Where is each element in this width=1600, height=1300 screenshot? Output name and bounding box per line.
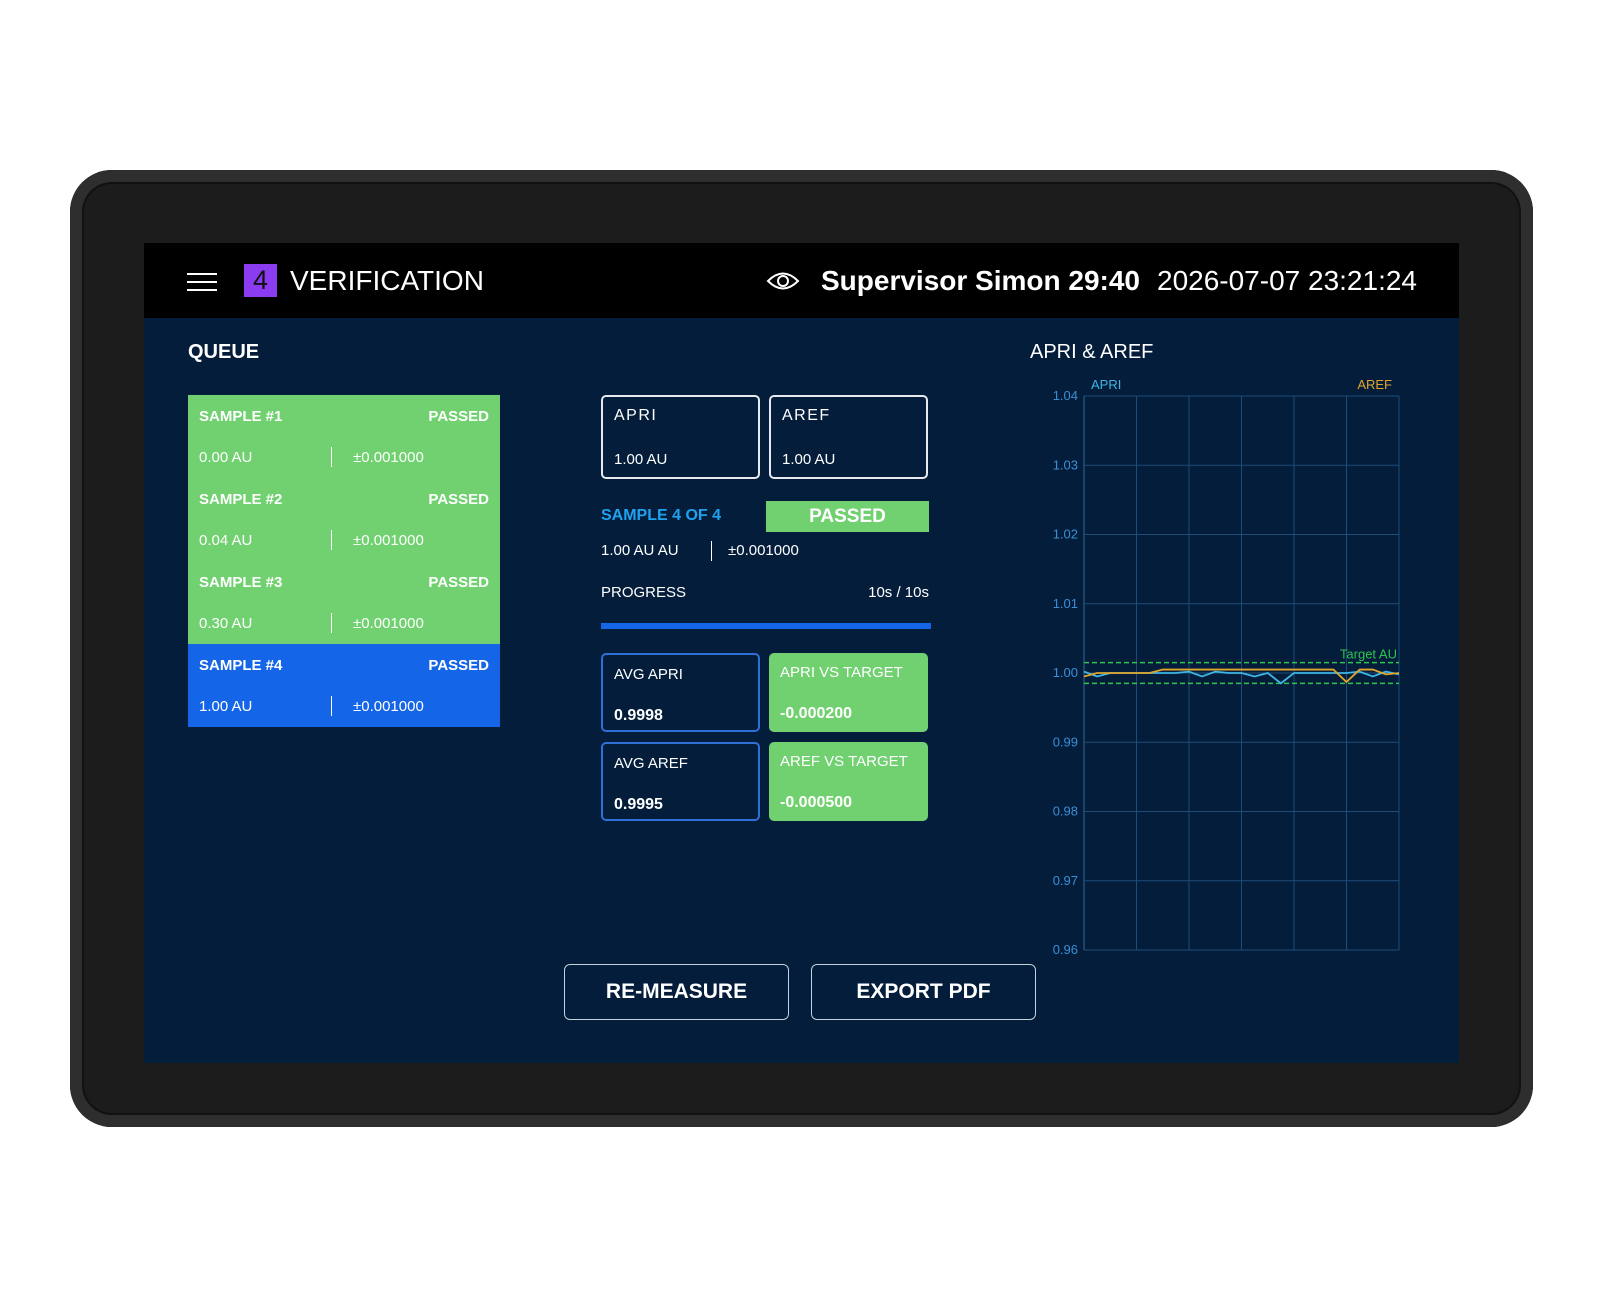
reading-card: AREF 1.00 AU <box>769 395 928 479</box>
stat-card: AVG AREF 0.9995 <box>601 742 760 821</box>
sample-tolerance: ±0.001000 <box>353 532 424 549</box>
sample-name: SAMPLE #3 <box>199 574 283 591</box>
y-tick-label: 0.96 <box>1053 942 1078 957</box>
stat-value: 0.9995 <box>614 796 663 813</box>
series-line <box>1083 668 1400 684</box>
stat-label: AREF VS TARGET <box>780 753 908 770</box>
screen: 4 VERIFICATION Supervisor Simon 29:40 20… <box>144 243 1459 1063</box>
queue-item: SAMPLE #4 PASSED 1.00 AU ±0.001000 <box>188 644 500 727</box>
button[interactable]: EXPORT PDF <box>811 964 1036 1020</box>
chart: 0.96 0.97 0.98 0.99 1.00 1.01 1.02 1.03 1.04 Targ… <box>1053 377 1400 957</box>
sample-tolerance: ±0.001000 <box>353 698 424 715</box>
separator <box>331 530 332 550</box>
reading-value: 1.00 AU <box>782 451 836 468</box>
sample-counter: SAMPLE 4 OF 4 <box>601 507 722 524</box>
button[interactable]: RE-MEASURE <box>564 964 789 1020</box>
chart-title: APRI & AREF <box>1030 341 1154 363</box>
reading-label: AREF <box>782 407 831 424</box>
separator <box>711 541 712 561</box>
legend-entry: APRI <box>1091 377 1121 392</box>
datetime: 2026-07-07 23:21:24 <box>1157 265 1417 296</box>
separator <box>331 696 332 716</box>
progress-bar <box>601 623 931 629</box>
sample-name: SAMPLE #1 <box>199 408 283 425</box>
reading-value: 1.00 AU <box>614 451 668 468</box>
page-title: VERIFICATION <box>290 265 484 296</box>
sample-status: PASSED <box>428 408 489 425</box>
progress-text: 10s / 10s <box>868 584 929 601</box>
sample-value: 0.00 AU <box>199 449 253 466</box>
sample-value: 0.30 AU <box>199 615 253 632</box>
header: 4 VERIFICATION Supervisor Simon 29:40 20… <box>144 243 1459 318</box>
eye-icon <box>766 272 800 290</box>
legend-entry: AREF <box>1357 377 1392 392</box>
stat-card: AVG APRI 0.9998 <box>601 653 760 732</box>
target-label: Target AU <box>1340 647 1397 662</box>
sample-status: PASSED <box>428 491 489 508</box>
sample-tolerance: ±0.001000 <box>353 615 424 632</box>
queue-title: QUEUE <box>188 341 260 363</box>
reading-label: APRI <box>614 407 658 424</box>
reading-card: APRI 1.00 AU <box>601 395 760 479</box>
sample-value: 1.00 AU <box>199 698 253 715</box>
y-tick-label: 0.97 <box>1053 873 1078 888</box>
y-tick-label: 1.02 <box>1053 527 1078 542</box>
sample-name: SAMPLE #2 <box>199 491 283 508</box>
sample-status: PASSED <box>428 657 489 674</box>
stat-label: AVG AREF <box>614 755 688 772</box>
sample-status: PASSED <box>428 574 489 591</box>
menu-icon[interactable] <box>187 273 217 291</box>
sample-value: 0.04 AU <box>199 532 253 549</box>
y-tick-label: 1.00 <box>1053 665 1078 680</box>
y-tick-label: 1.04 <box>1053 388 1078 403</box>
queue-item: SAMPLE #2 PASSED 0.04 AU ±0.001000 <box>188 478 500 561</box>
stat-label: AVG APRI <box>614 666 683 683</box>
sample-tolerance: ±0.001000 <box>353 449 424 466</box>
user-session: Supervisor Simon 29:40 <box>821 265 1141 296</box>
stat-label: APRI VS TARGET <box>780 664 903 681</box>
stat-value: -0.000200 <box>780 705 853 722</box>
separator <box>331 447 332 467</box>
sample-name: SAMPLE #4 <box>199 657 283 674</box>
y-tick-label: 1.03 <box>1053 457 1078 472</box>
current-tolerance: ±0.001000 <box>728 542 799 559</box>
stat-value: -0.000500 <box>780 794 853 811</box>
status-badge: PASSED <box>766 501 929 532</box>
separator <box>331 613 332 633</box>
queue-item: SAMPLE #3 PASSED 0.30 AU ±0.001000 <box>188 561 500 644</box>
stat-card: APRI VS TARGET -0.000200 <box>769 653 928 732</box>
progress-label: PROGRESS <box>601 584 687 601</box>
stat-value: 0.9998 <box>614 707 663 724</box>
y-tick-label: 1.01 <box>1053 596 1078 611</box>
step-badge: 4 <box>244 264 277 297</box>
stat-card: AREF VS TARGET -0.000500 <box>769 742 928 821</box>
queue-item: SAMPLE #1 PASSED 0.00 AU ±0.001000 <box>188 395 500 478</box>
y-tick-label: 0.98 <box>1053 804 1078 819</box>
y-tick-label: 0.99 <box>1053 734 1078 749</box>
current-value: 1.00 AU AU <box>601 542 679 559</box>
